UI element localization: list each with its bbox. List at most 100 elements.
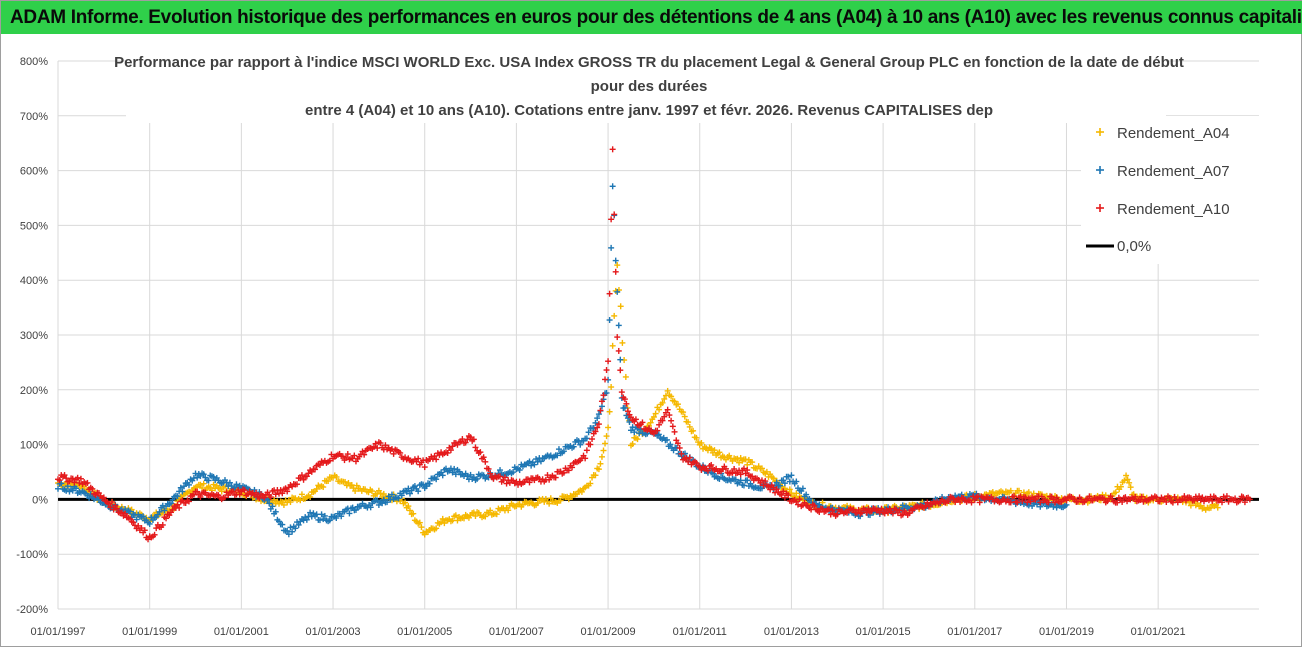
point-a10 [1022,494,1029,501]
point-a04 [629,440,636,447]
point-a10 [1132,493,1139,500]
point-a07 [133,516,140,523]
point-a10 [501,474,508,481]
point-a10 [305,470,312,477]
x-tick-label: 01/01/2001 [214,626,269,638]
point-a07 [379,500,386,507]
point-a07 [608,244,615,251]
y-tick-label: 600% [20,166,48,178]
point-a07 [385,493,392,500]
point-a10 [74,474,81,481]
point-a10 [246,488,253,495]
point-a10 [744,467,751,474]
legend-label-a07: Rendement_A07 [1117,163,1230,180]
x-tick-label: 01/01/2003 [306,626,361,638]
point-a07 [667,441,674,448]
point-a10 [659,417,666,424]
point-a10 [1205,497,1212,504]
point-a04 [652,410,659,417]
point-a10 [597,407,604,414]
x-tick-label: 01/01/2005 [397,626,452,638]
point-a07 [398,492,405,499]
legend-marker-a07 [1096,166,1104,174]
point-a04 [406,507,413,514]
point-a10 [339,453,346,460]
point-a04 [352,487,359,494]
point-a10 [110,506,117,513]
point-a04 [1197,502,1204,509]
point-a04 [674,401,681,408]
point-a04 [763,468,770,475]
point-a10 [618,389,625,396]
point-a04 [1124,476,1131,483]
point-a07 [415,488,422,495]
point-a10 [654,427,661,434]
point-a10 [834,511,841,518]
point-a10 [185,498,192,505]
point-a07 [555,446,562,453]
point-a04 [685,419,692,426]
point-a10 [487,470,494,477]
point-a10 [603,367,610,374]
x-axis-ticks: 01/01/1997 01/01/1999 01/01/2001 01/01/2003… [30,626,1185,638]
point-a10 [781,494,788,501]
point-a07 [194,474,201,481]
point-a10 [444,449,451,456]
point-a04 [734,455,741,462]
legend-label-zero: 0,0% [1117,238,1151,255]
point-a04 [598,453,605,460]
point-a04 [619,339,626,346]
point-a10 [1196,493,1203,500]
chart-title-line-2: pour des durées [591,78,708,95]
point-a07 [388,491,395,498]
point-a10 [326,457,333,464]
point-a07 [497,467,504,474]
point-a07 [226,479,233,486]
point-a10 [893,506,900,513]
point-a04 [210,481,217,488]
point-a04 [454,517,461,524]
point-a10 [612,268,619,275]
point-a10 [671,428,678,435]
point-a07 [570,443,577,450]
point-a10 [480,454,487,461]
point-a07 [284,527,291,534]
point-a07 [595,411,602,418]
legend-background [1081,116,1271,264]
point-a04 [686,423,693,430]
point-a10 [1237,497,1244,504]
point-a10 [1107,493,1114,500]
point-a04 [402,499,409,506]
point-a10 [650,430,657,437]
point-a10 [89,485,96,492]
point-a10 [174,501,181,508]
point-a04 [650,413,657,420]
point-a10 [614,334,621,341]
point-a04 [736,459,743,466]
point-a07 [177,484,184,491]
point-a10 [740,465,747,472]
point-a10 [153,525,160,532]
point-a10 [827,511,834,518]
point-a10 [1232,495,1239,502]
point-a07 [560,448,567,455]
point-a04 [472,513,479,520]
point-a10 [906,510,913,517]
point-a10 [236,491,243,498]
point-a04 [547,495,554,502]
point-a10 [1246,496,1253,503]
point-a07 [426,480,433,487]
legend-label-a04: Rendement_A04 [1117,125,1230,142]
point-a10 [765,483,772,490]
point-a10 [100,494,107,501]
point-a10 [968,499,975,506]
point-a10 [778,492,785,499]
point-a07 [537,458,544,465]
point-a07 [352,506,359,513]
point-a10 [1181,493,1188,500]
point-a07 [320,516,327,523]
point-a10 [297,475,304,482]
point-a07 [174,493,181,500]
